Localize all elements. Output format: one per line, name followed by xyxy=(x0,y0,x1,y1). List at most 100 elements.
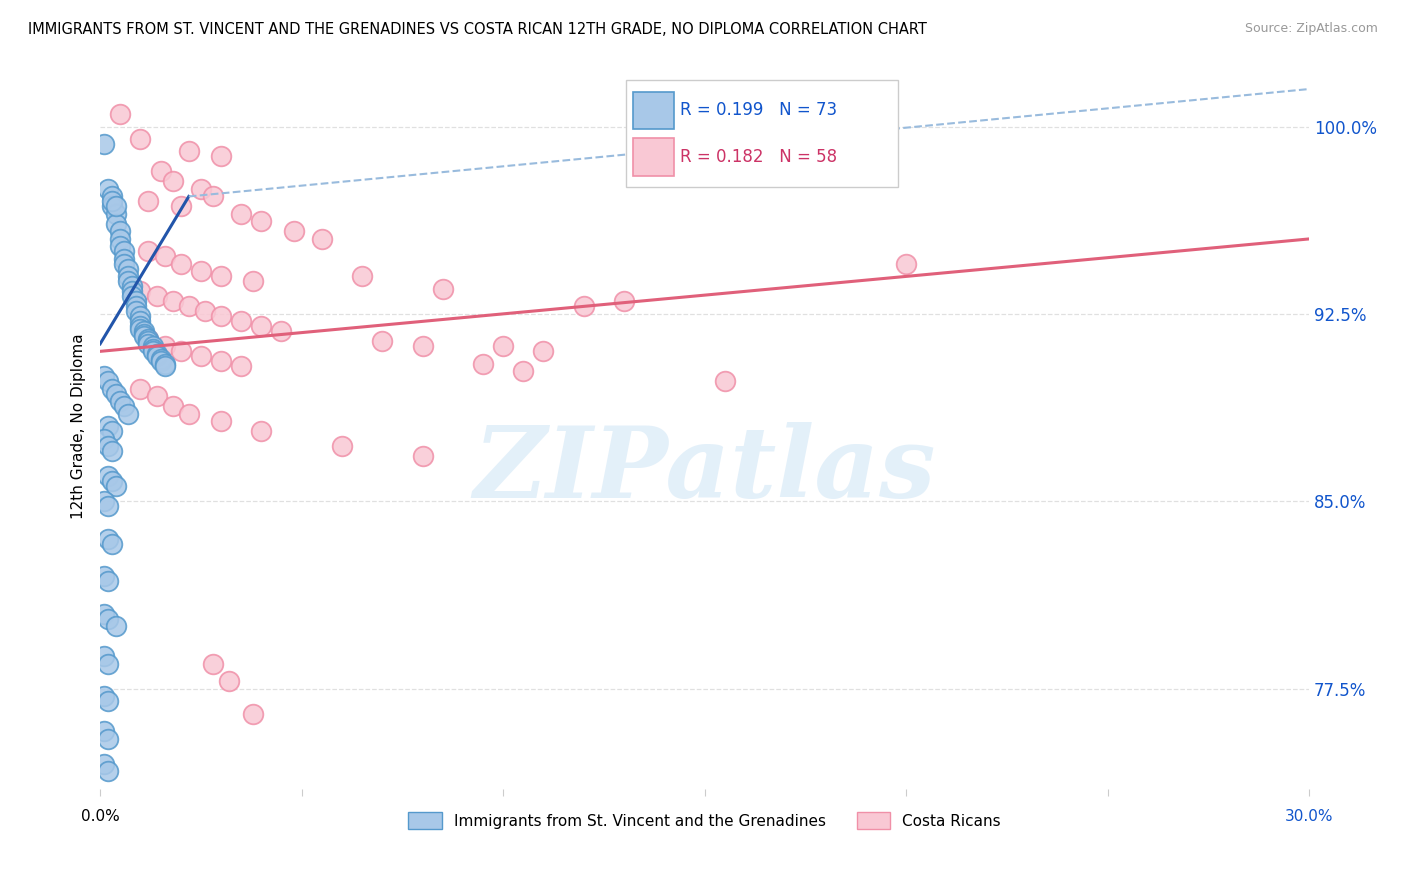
Point xyxy=(209,269,232,284)
Point xyxy=(209,310,232,324)
Point xyxy=(138,334,160,349)
Point xyxy=(209,414,232,428)
Point xyxy=(105,217,128,231)
Point xyxy=(231,359,253,374)
Point xyxy=(145,347,167,361)
Point xyxy=(162,400,184,414)
Point xyxy=(110,394,132,409)
FancyBboxPatch shape xyxy=(633,92,675,129)
Point xyxy=(105,199,128,213)
Text: 0.0%: 0.0% xyxy=(80,808,120,823)
Point xyxy=(97,532,120,546)
Point xyxy=(117,269,139,284)
Point xyxy=(250,319,273,334)
Point xyxy=(149,354,172,368)
Point xyxy=(371,334,394,349)
Point xyxy=(713,374,735,388)
Point xyxy=(93,607,115,621)
Point xyxy=(492,339,515,353)
Point xyxy=(145,349,167,363)
Point xyxy=(149,164,172,178)
Point xyxy=(97,182,120,196)
Point xyxy=(190,264,212,278)
FancyBboxPatch shape xyxy=(626,80,898,187)
Point xyxy=(432,282,454,296)
Point xyxy=(112,252,135,266)
Point xyxy=(121,289,143,303)
Point xyxy=(231,207,253,221)
Point xyxy=(177,407,200,421)
Point xyxy=(93,689,115,703)
Point xyxy=(250,425,273,439)
Point xyxy=(93,724,115,739)
Point xyxy=(112,244,135,259)
Point xyxy=(190,349,212,363)
Point xyxy=(412,339,434,353)
Point xyxy=(110,239,132,253)
Point xyxy=(250,214,273,228)
Point xyxy=(101,189,124,203)
Point xyxy=(209,354,232,368)
FancyBboxPatch shape xyxy=(633,138,675,176)
Point xyxy=(97,469,120,483)
Point xyxy=(177,145,200,159)
Point xyxy=(129,132,152,146)
Point xyxy=(129,319,152,334)
Text: R = 0.182   N = 58: R = 0.182 N = 58 xyxy=(681,148,838,166)
Point xyxy=(412,450,434,464)
Point xyxy=(194,304,217,318)
Point xyxy=(97,439,120,453)
Point xyxy=(97,574,120,589)
Point xyxy=(129,310,152,324)
Text: 30.0%: 30.0% xyxy=(1285,808,1333,823)
Point xyxy=(141,344,163,359)
Point xyxy=(93,649,115,664)
Point xyxy=(101,199,124,213)
Point xyxy=(105,386,128,401)
Point xyxy=(283,224,305,238)
Point xyxy=(512,364,534,378)
Point xyxy=(572,299,595,313)
Point xyxy=(138,332,160,346)
Point xyxy=(242,706,264,721)
Point xyxy=(231,314,253,328)
Point xyxy=(311,232,333,246)
Point xyxy=(153,359,176,374)
Point xyxy=(145,289,167,303)
Point xyxy=(105,207,128,221)
Point xyxy=(149,351,172,366)
Point xyxy=(153,249,176,263)
Legend: Immigrants from St. Vincent and the Grenadines, Costa Ricans: Immigrants from St. Vincent and the Gren… xyxy=(402,806,1007,835)
Point xyxy=(330,439,353,453)
Point xyxy=(141,339,163,353)
Point xyxy=(242,274,264,288)
Point xyxy=(117,407,139,421)
Point xyxy=(134,326,156,341)
Point xyxy=(153,339,176,353)
Point xyxy=(125,294,148,309)
Point xyxy=(190,182,212,196)
Point xyxy=(101,425,124,439)
Point xyxy=(134,324,156,338)
Point xyxy=(125,304,148,318)
Point xyxy=(138,244,160,259)
Point xyxy=(138,194,160,209)
Point xyxy=(352,269,374,284)
Point xyxy=(101,537,124,551)
Point xyxy=(121,279,143,293)
Point xyxy=(141,342,163,356)
Point xyxy=(177,299,200,313)
Text: R = 0.199   N = 73: R = 0.199 N = 73 xyxy=(681,102,838,120)
Point xyxy=(97,500,120,514)
Point xyxy=(129,382,152,396)
Point xyxy=(201,189,224,203)
Point xyxy=(613,294,636,309)
Point xyxy=(110,232,132,246)
Point xyxy=(112,257,135,271)
Point xyxy=(117,261,139,276)
Point xyxy=(531,344,554,359)
Point xyxy=(138,332,160,346)
Point xyxy=(105,619,128,633)
Point xyxy=(93,756,115,771)
Point xyxy=(138,336,160,351)
